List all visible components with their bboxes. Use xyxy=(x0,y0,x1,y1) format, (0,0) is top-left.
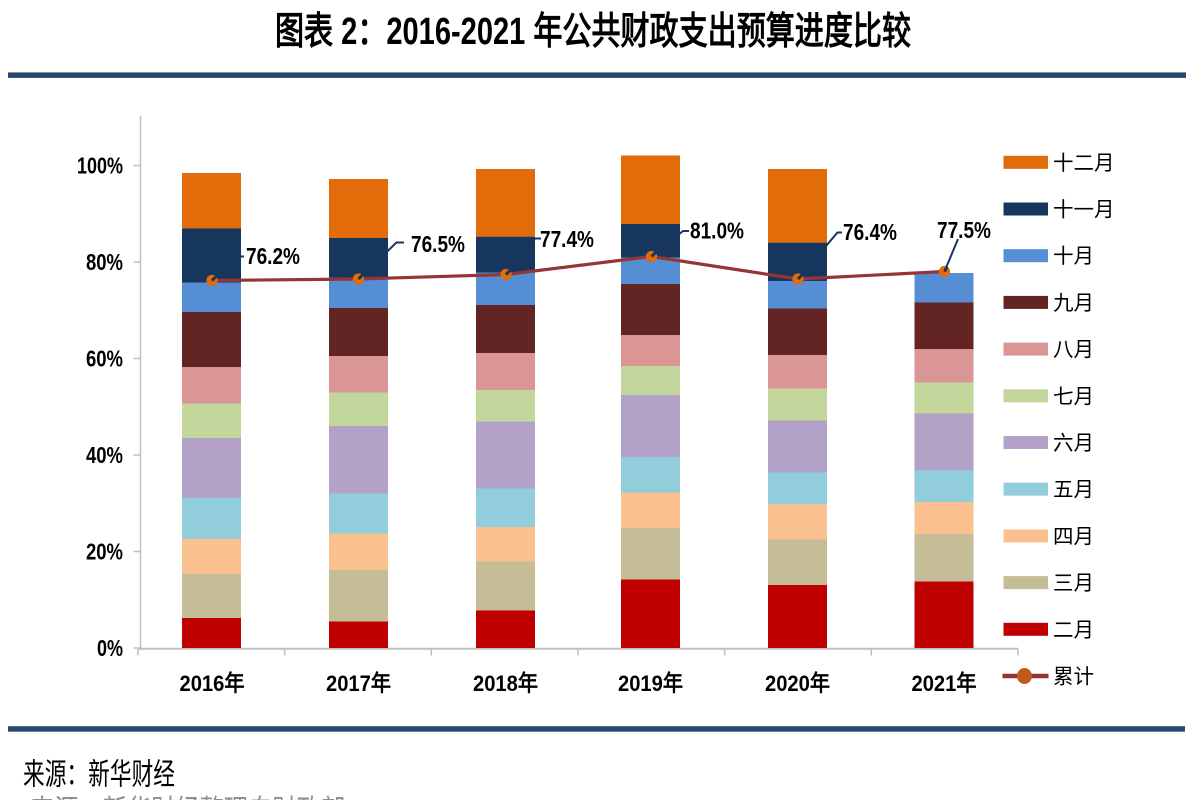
svg-text:2019年: 2019年 xyxy=(618,670,683,696)
svg-text:76.2%: 76.2% xyxy=(246,243,300,269)
svg-text:76.5%: 76.5% xyxy=(411,231,465,257)
svg-text:三月: 三月 xyxy=(1053,573,1094,595)
svg-text:40%: 40% xyxy=(86,442,123,468)
svg-text:十月: 十月 xyxy=(1053,245,1094,268)
svg-text:来源：新华财经整理自财政部: 来源：新华财经整理自财政部 xyxy=(30,795,345,800)
svg-text:四月: 四月 xyxy=(1053,526,1094,548)
svg-text:2017年: 2017年 xyxy=(326,670,391,696)
svg-text:九月: 九月 xyxy=(1053,292,1094,315)
svg-text:七月: 七月 xyxy=(1053,385,1094,408)
svg-text:100%: 100% xyxy=(77,153,123,179)
svg-text:二月: 二月 xyxy=(1053,620,1094,642)
svg-text:2018年: 2018年 xyxy=(473,670,538,696)
svg-text:十二月: 十二月 xyxy=(1053,152,1115,175)
svg-text:累计: 累计 xyxy=(1053,666,1094,689)
svg-text:2021年: 2021年 xyxy=(912,670,977,696)
svg-text:2020年: 2020年 xyxy=(765,670,830,696)
svg-text:77.4%: 77.4% xyxy=(540,226,594,252)
svg-text:76.4%: 76.4% xyxy=(843,219,897,245)
svg-text:0%: 0% xyxy=(97,635,123,661)
svg-text:来源：新华财经: 来源：新华财经 xyxy=(23,759,175,792)
svg-text:六月: 六月 xyxy=(1053,432,1094,455)
svg-text:81.0%: 81.0% xyxy=(690,218,744,244)
svg-text:图表 2：2016-2021 年公共财政支出预算进度比较: 图表 2：2016-2021 年公共财政支出预算进度比较 xyxy=(275,11,911,53)
svg-text:2016年: 2016年 xyxy=(180,670,245,696)
svg-text:80%: 80% xyxy=(86,249,123,275)
svg-text:五月: 五月 xyxy=(1053,480,1094,502)
svg-text:60%: 60% xyxy=(86,346,123,372)
svg-text:77.5%: 77.5% xyxy=(937,217,991,243)
svg-text:十一月: 十一月 xyxy=(1053,199,1115,222)
svg-text:20%: 20% xyxy=(86,539,123,565)
svg-text:八月: 八月 xyxy=(1053,340,1094,362)
